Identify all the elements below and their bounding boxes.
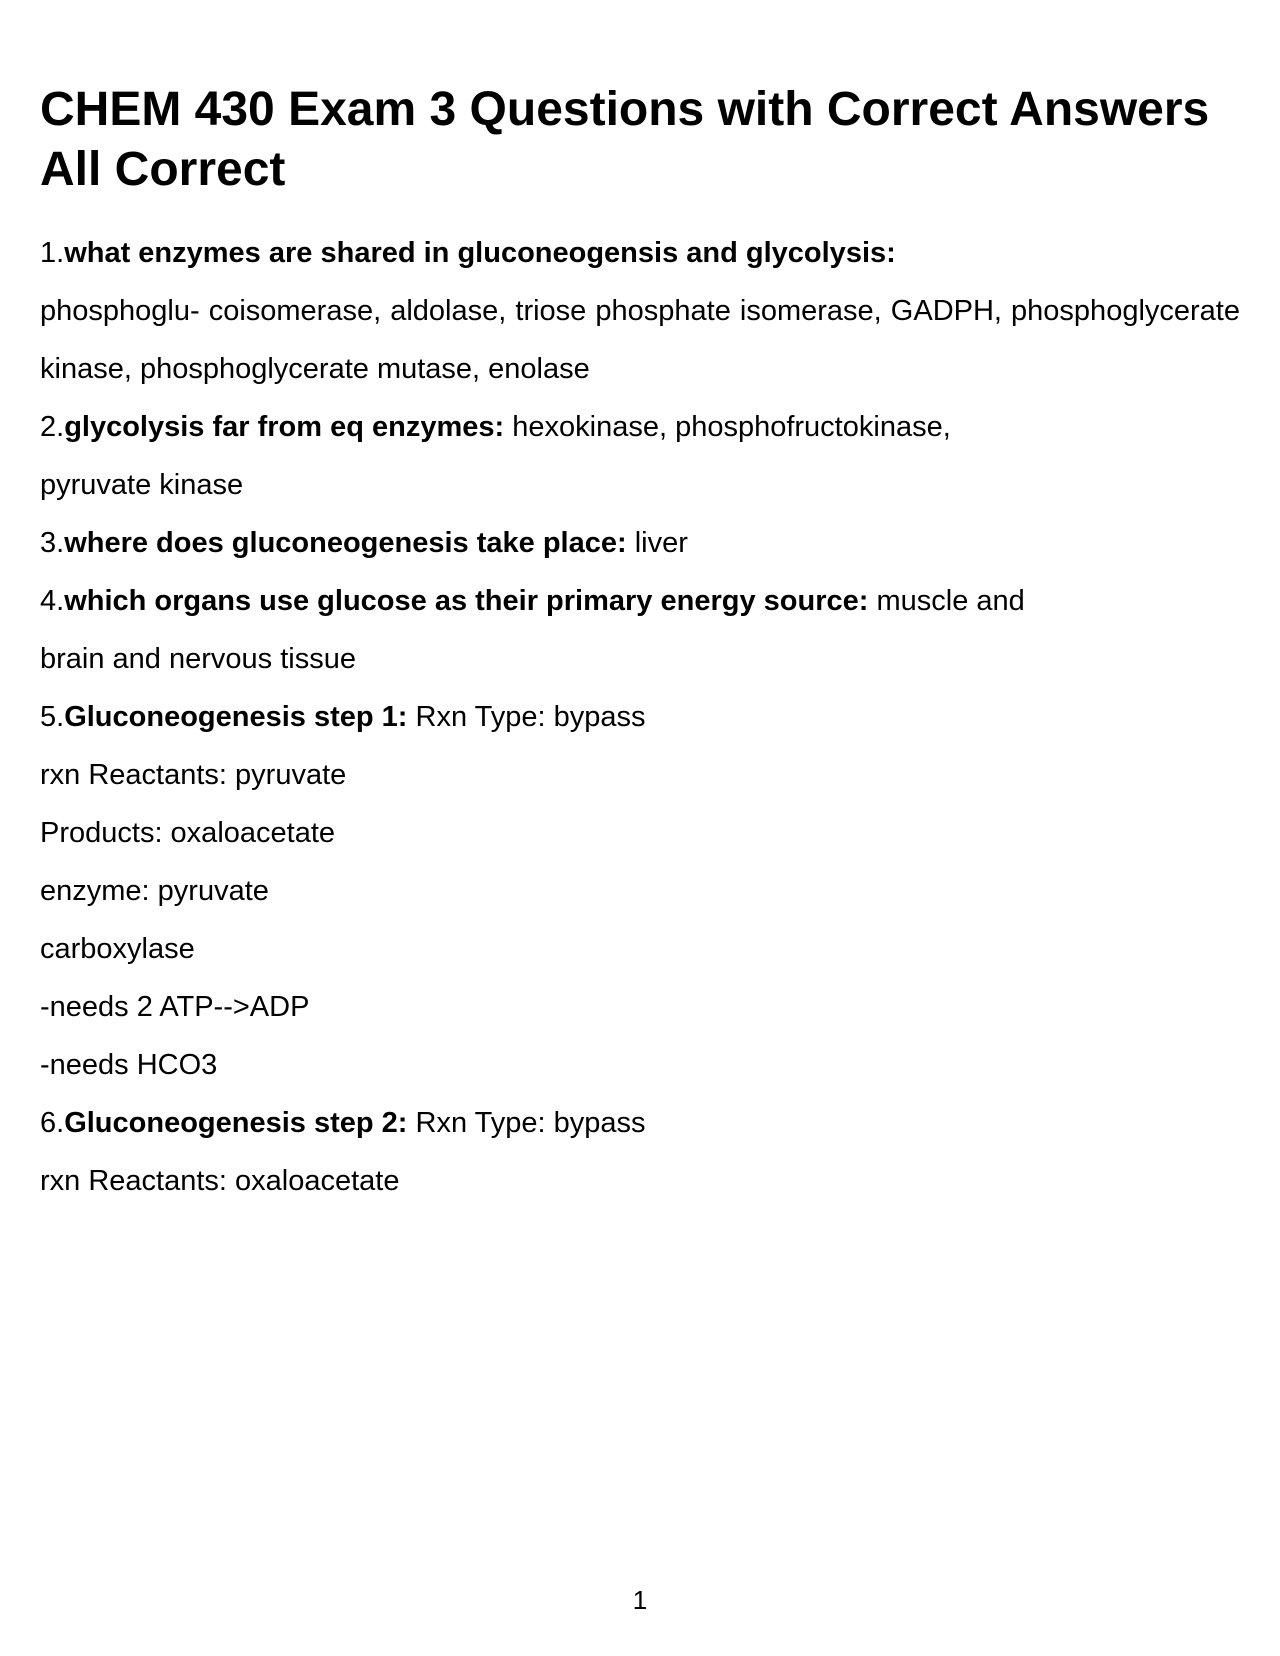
question-text: glycolysis far from eq enzymes:	[64, 411, 504, 443]
answer-inline: hexokinase, phosphofructokinase,	[504, 411, 951, 443]
question-number: 5.	[40, 701, 64, 733]
question-line: 3.where does gluconeogenesis take place:…	[40, 514, 1240, 572]
qa-item: 4.which organs use glucose as their prim…	[40, 572, 1240, 688]
answer-line: pyruvate kinase	[40, 456, 1240, 514]
question-text: Gluconeogenesis step 2:	[64, 1107, 407, 1139]
question-line: 2.glycolysis far from eq enzymes: hexoki…	[40, 398, 1240, 456]
question-number: 6.	[40, 1107, 64, 1139]
qa-item: 2.glycolysis far from eq enzymes: hexoki…	[40, 398, 1240, 514]
qa-item: 5.Gluconeogenesis step 1: Rxn Type: bypa…	[40, 688, 1240, 1094]
question-text: where does gluconeogenesis take place:	[64, 527, 626, 559]
question-text: Gluconeogenesis step 1:	[64, 701, 407, 733]
question-text: what enzymes are shared in gluconeogensi…	[64, 237, 896, 269]
question-text: which organs use glucose as their primar…	[64, 585, 868, 617]
answer-line: -needs HCO3	[40, 1036, 1240, 1094]
question-line: 1.what enzymes are shared in gluconeogen…	[40, 224, 1240, 282]
qa-item: 3.where does gluconeogenesis take place:…	[40, 514, 1240, 572]
answer-inline: liver	[627, 527, 688, 559]
qa-list: 1.what enzymes are shared in gluconeogen…	[40, 224, 1240, 1210]
question-line: 6.Gluconeogenesis step 2: Rxn Type: bypa…	[40, 1094, 1240, 1152]
question-number: 1.	[40, 237, 64, 269]
page-number: 1	[0, 1585, 1280, 1616]
answer-line: -needs 2 ATP-->ADP	[40, 978, 1240, 1036]
answer-inline: Rxn Type: bypass	[407, 1107, 645, 1139]
question-number: 3.	[40, 527, 64, 559]
document-title: CHEM 430 Exam 3 Questions with Correct A…	[40, 80, 1240, 200]
answer-line: enzyme: pyruvate	[40, 862, 1240, 920]
answer-line: phosphoglu- coisomerase, aldolase, trios…	[40, 282, 1240, 398]
answer-line: rxn Reactants: pyruvate	[40, 746, 1240, 804]
answer-line: carboxylase	[40, 920, 1240, 978]
question-number: 4.	[40, 585, 64, 617]
answer-inline: Rxn Type: bypass	[407, 701, 645, 733]
question-line: 4.which organs use glucose as their prim…	[40, 572, 1240, 630]
qa-item: 6.Gluconeogenesis step 2: Rxn Type: bypa…	[40, 1094, 1240, 1210]
question-number: 2.	[40, 411, 64, 443]
qa-item: 1.what enzymes are shared in gluconeogen…	[40, 224, 1240, 398]
answer-line: rxn Reactants: oxaloacetate	[40, 1152, 1240, 1210]
answer-line: brain and nervous tissue	[40, 630, 1240, 688]
question-line: 5.Gluconeogenesis step 1: Rxn Type: bypa…	[40, 688, 1240, 746]
document-page: CHEM 430 Exam 3 Questions with Correct A…	[0, 0, 1280, 1656]
answer-line: Products: oxaloacetate	[40, 804, 1240, 862]
answer-inline: muscle and	[868, 585, 1024, 617]
